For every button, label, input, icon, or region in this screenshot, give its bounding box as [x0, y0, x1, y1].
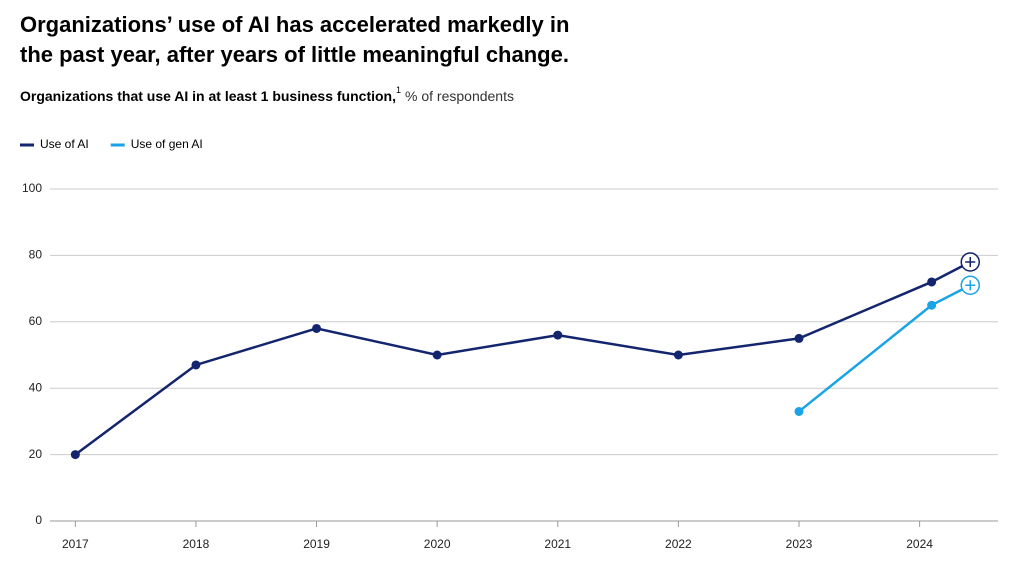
x-tick-label: 2020	[424, 537, 451, 551]
point	[673, 350, 683, 360]
x-tick-label: 2017	[62, 537, 89, 551]
x-tick-label: 2022	[665, 537, 692, 551]
y-unit: % of respondents	[405, 88, 514, 104]
y-tick-label: 40	[29, 380, 43, 394]
x-tick-label: 2023	[786, 537, 813, 551]
point	[191, 360, 201, 370]
y-tick-label: 100	[22, 181, 42, 195]
line	[798, 284, 971, 413]
y-tick-label: 80	[29, 248, 43, 262]
point	[927, 300, 937, 310]
chart-title-line: the past year, after years of little mea…	[20, 42, 569, 67]
y-tick-label: 20	[29, 447, 43, 461]
subtitle-text: Organizations that use AI in at least 1 …	[20, 88, 396, 104]
line	[74, 260, 971, 456]
legend-label: Use of AI	[40, 137, 89, 151]
x-tick-label: 2024	[906, 537, 933, 551]
footnote-mark: 1	[396, 85, 401, 95]
x-tick-label: 2019	[303, 537, 330, 551]
point	[794, 406, 804, 416]
x-tick-label: 2018	[183, 537, 210, 551]
legend-label: Use of gen AI	[131, 137, 203, 151]
point	[70, 450, 80, 460]
point	[553, 330, 563, 340]
point	[794, 333, 804, 343]
point	[927, 277, 937, 287]
y-tick-label: 60	[29, 314, 43, 328]
x-tick-label: 2021	[544, 537, 571, 551]
end-marker-plus	[965, 280, 976, 291]
subtitle: Organizations that use AI in at least 1 …	[20, 85, 514, 103]
end-marker-plus	[965, 257, 976, 268]
point	[432, 350, 442, 360]
point	[312, 323, 322, 333]
chart-title-line: Organizations’ use of AI has accelerated…	[20, 12, 569, 37]
y-tick-label: 0	[35, 513, 42, 527]
